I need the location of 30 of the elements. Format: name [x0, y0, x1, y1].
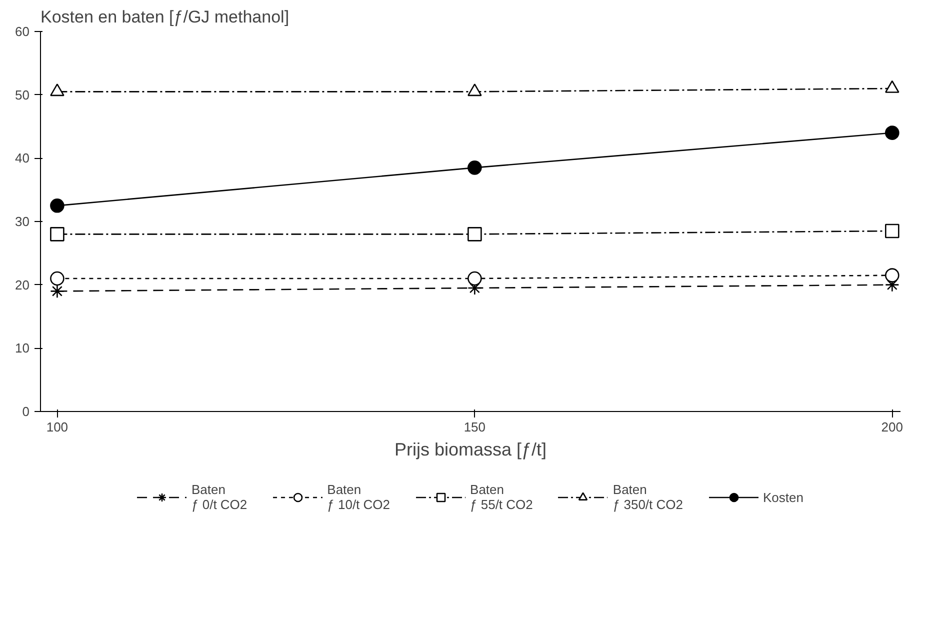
- legend-label: Baten ƒ 55/t CO2: [470, 482, 533, 512]
- point: [50, 271, 64, 286]
- y-tick-label: 30: [15, 214, 30, 229]
- y-tick-label: 40: [15, 150, 30, 166]
- point: [885, 268, 900, 282]
- x-tick-label: 150: [464, 420, 486, 434]
- x-tick-label: 200: [881, 420, 904, 434]
- point: [50, 84, 64, 96]
- point: [468, 84, 482, 96]
- legend-label: Baten ƒ 10/t CO2: [327, 482, 390, 512]
- point: [50, 284, 64, 298]
- y-tick-label: 0: [22, 404, 30, 419]
- x-tick-label: 100: [46, 420, 68, 434]
- legend-label: Baten ƒ 350/t CO2: [612, 482, 684, 512]
- point: [885, 126, 900, 140]
- y-tick-label: 50: [15, 87, 30, 102]
- point: [50, 227, 64, 242]
- point: [885, 80, 900, 93]
- y-tick-label: 60: [15, 24, 30, 39]
- point: [468, 160, 482, 175]
- y-axis-title: Kosten en baten [ƒ/GJ methanol]: [40, 8, 290, 26]
- point: [885, 224, 900, 238]
- y-tick-label: 20: [15, 277, 30, 292]
- point: [468, 271, 482, 286]
- legend-label: Baten ƒ 0/t CO2: [192, 482, 248, 512]
- y-tick-label: 10: [15, 340, 30, 356]
- x-axis-title: Prijs biomassa [ƒ/t]: [394, 440, 547, 460]
- point: [468, 227, 482, 242]
- legend-label: Kosten: [763, 490, 804, 504]
- point: [50, 198, 64, 213]
